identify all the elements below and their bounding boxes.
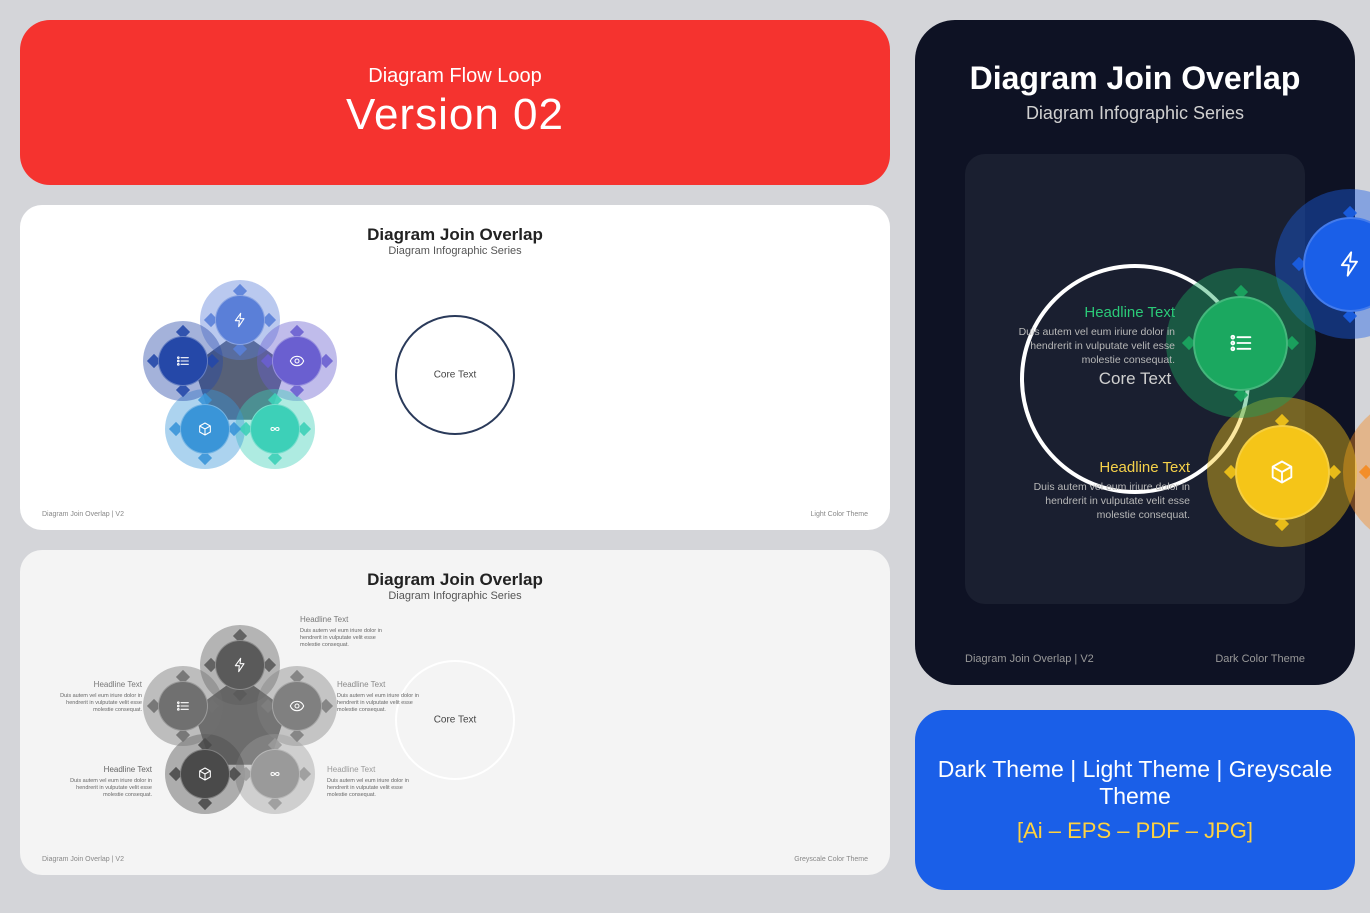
meta-card: Dark Theme | Light Theme | Greyscale The… [915,710,1355,890]
footer-left: Diagram Join Overlap | V2 [965,653,1094,665]
version-label: Diagram Flow Loop [40,65,870,88]
headline: Headline Text [300,615,395,624]
thumb-title: Diagram Join Overlap [42,570,868,590]
thumb-light: Diagram Join OverlapDiagram Infographic … [20,205,890,530]
petal-text-2: Headline Text Duis autem vel eum iriure d… [327,765,422,799]
petal-text-3: Headline Text Duis autem vel eum iriure d… [1005,459,1190,523]
thumb-footer-right: Light Color Theme [811,511,868,518]
headline: Headline Text [1005,459,1190,476]
headline: Headline Text [990,304,1175,321]
meta-themes: Dark Theme | Light Theme | Greyscale The… [935,756,1335,810]
main-subtitle: Diagram Infographic Series [965,103,1305,124]
petal-core-cube [1235,425,1330,520]
body-text: Duis autem vel eum iriure dolor in hendr… [47,693,142,714]
core-text: Core Text [1099,369,1171,389]
main-title: Diagram Join Overlap [965,60,1305,97]
body-text: Duis autem vel eum iriure dolor in hendr… [57,778,152,799]
core-text: Core Text [434,715,477,726]
main-dark-card: Diagram Join Overlap Diagram Infographic… [915,20,1355,685]
body-text: Duis autem vel eum iriure dolor in hendr… [300,628,395,649]
thumbnail-column: Diagram Flow Loop Version 02 Diagram Joi… [20,20,890,890]
petal-text-0: Headline Text Duis autem vel eum iriure d… [300,615,395,649]
body-text: Duis autem vel eum iriure dolor in hendr… [337,693,432,714]
petal-text-4: Headline Text Duis autem vel eum iriure d… [47,680,142,714]
meta-formats: [Ai – EPS – PDF – JPG] [935,818,1335,844]
thumb-title: Diagram Join Overlap [42,225,868,245]
petal-core-cube [180,404,230,454]
version-number: Version 02 [40,90,870,140]
petal-text-1: Headline Text Duis autem vel eum iriure d… [337,680,432,714]
thumb-footer-right: Greyscale Color Theme [794,856,868,863]
thumb-diagram: Core Text [42,265,868,485]
body-text: Duis autem vel eum iriure dolor in hendr… [1005,480,1190,523]
diagram-area: Core Text Headline Text Duis autem vel eum… [965,154,1305,604]
core-text: Core Text [434,370,477,381]
body-text: Duis autem vel eum iriure dolor in hendr… [327,778,422,799]
body-text: Duis autem vel eum iriure dolor in hendr… [990,325,1175,368]
thumb-subtitle: Diagram Infographic Series [42,245,868,257]
headline: Headline Text [57,765,152,774]
petal-core-bolt [215,640,265,690]
petal-text-4: Headline Text Duis autem vel eum iriure d… [990,304,1175,368]
headline: Headline Text [327,765,422,774]
thumb-grey: Diagram Join OverlapDiagram Infographic … [20,550,890,875]
headline: Headline Text [337,680,432,689]
version-card: Diagram Flow Loop Version 02 [20,20,890,185]
thumb-footer-left: Diagram Join Overlap | V2 [42,511,124,518]
footer-right: Dark Color Theme [1215,653,1305,665]
petal-core-infinity [250,404,300,454]
petal-core-cube [180,749,230,799]
headline: Headline Text [47,680,142,689]
petal-core-bolt [215,295,265,345]
petal-core-infinity [250,749,300,799]
petal-core-list [1193,296,1288,391]
thumb-footer-left: Diagram Join Overlap | V2 [42,856,124,863]
petal-text-3: Headline Text Duis autem vel eum iriure d… [57,765,152,799]
thumb-subtitle: Diagram Infographic Series [42,590,868,602]
thumb-diagram: Core Text Headline Text Duis autem vel eum… [42,610,868,830]
